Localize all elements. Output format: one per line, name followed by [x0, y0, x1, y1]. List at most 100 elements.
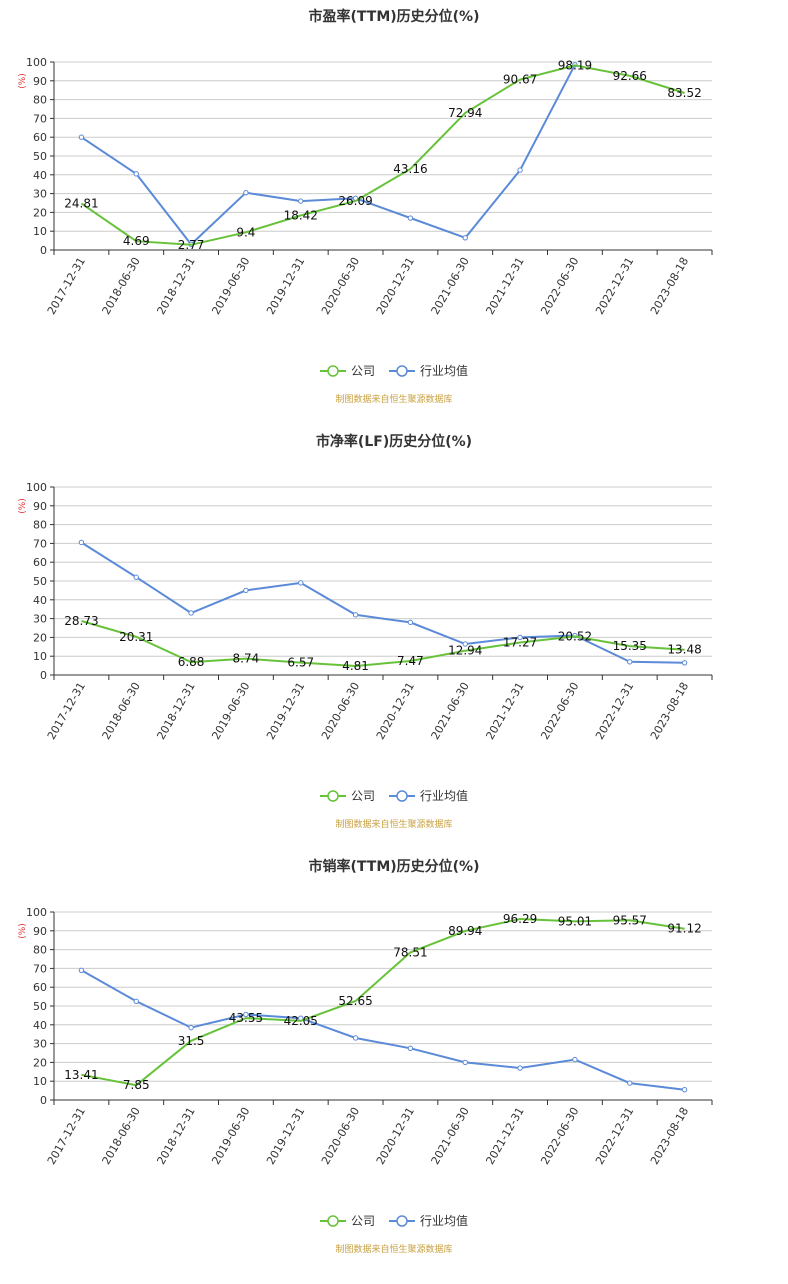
y-tick-label: 90	[33, 500, 47, 513]
legend-item-industry[interactable]: 行业均值	[389, 362, 468, 379]
y-tick-label: 100	[26, 481, 47, 494]
y-tick-label: 50	[33, 1000, 47, 1013]
y-tick-label: 40	[33, 1019, 47, 1032]
data-label: 98.19	[558, 58, 592, 72]
data-point	[517, 634, 523, 641]
chart-panel-ps: 市销率(TTM)历史分位(%) 0 10 20 30 40 50 60 70 80 90 100 (%…	[0, 850, 788, 1275]
x-tick-label: 2019-12-31	[264, 1105, 307, 1167]
data-point	[133, 574, 139, 580]
legend-item-industry[interactable]: 行业均值	[389, 787, 468, 804]
y-tick-label: 10	[33, 1075, 47, 1088]
x-tick-label: 2021-06-30	[429, 1105, 472, 1167]
x-tick-label: 2022-06-30	[538, 255, 581, 317]
y-tick-label: 20	[33, 1056, 47, 1069]
y-axis-label: (%)	[18, 73, 28, 89]
data-point	[681, 1086, 688, 1093]
data-point	[407, 619, 414, 626]
y-tick-label: 20	[33, 631, 47, 644]
x-tick-label: 2020-12-31	[374, 680, 417, 742]
data-label: 7.85	[123, 1078, 150, 1092]
legend-item-industry[interactable]: 行业均值	[389, 1212, 468, 1229]
data-label: 95.01	[558, 914, 592, 928]
data-point	[78, 967, 85, 973]
x-tick-label: 2019-12-31	[264, 255, 307, 317]
chart-title: 市销率(TTM)历史分位(%)	[308, 859, 480, 875]
data-label: 9.4	[236, 225, 255, 239]
legend-item-company[interactable]: 公司	[319, 787, 375, 804]
legend-label: 公司	[350, 789, 375, 803]
x-tick-label: 2018-12-31	[154, 255, 197, 317]
data-label: 31.5	[178, 1034, 205, 1048]
data-point	[78, 539, 85, 546]
x-tick-label: 2021-06-30	[429, 255, 472, 317]
data-point	[352, 1035, 359, 1041]
legend-item-company[interactable]: 公司	[319, 362, 375, 379]
chart-title: 市盈率(TTM)历史分位(%)	[308, 9, 480, 25]
data-point	[407, 1045, 414, 1052]
legend-line-icon	[319, 364, 346, 377]
data-label: 6.88	[178, 655, 205, 669]
x-tick-label: 2021-12-31	[483, 680, 526, 742]
data-label: 8.74	[233, 652, 260, 666]
data-label: 28.73	[64, 614, 98, 628]
y-tick-label: 70	[33, 962, 47, 975]
data-label: 95.57	[613, 913, 647, 927]
data-point	[298, 198, 304, 204]
chart-panel-pb: 市净率(LF)历史分位(%) 0 10 20 30 40 50 60 70 80 90 100 (%)…	[0, 425, 788, 850]
data-point	[407, 215, 414, 221]
legend-line-icon	[319, 1214, 346, 1227]
data-label: 4.69	[123, 234, 150, 248]
series-line-company	[80, 64, 685, 246]
y-tick-label: 60	[33, 556, 47, 569]
y-tick-label: 50	[33, 575, 47, 588]
legend: 公司 行业均值	[0, 787, 788, 804]
y-tick-label: 50	[33, 150, 47, 163]
y-tick-label: 10	[33, 650, 47, 663]
x-tick-label: 2019-06-30	[209, 1105, 252, 1167]
series-line-company	[81, 620, 685, 668]
x-tick-label: 2022-12-31	[593, 1105, 636, 1167]
data-label: 6.57	[287, 656, 314, 670]
legend-line-icon	[319, 789, 346, 802]
y-tick-label: 80	[33, 94, 47, 107]
y-tick-label: 10	[33, 225, 47, 238]
series-line-industry	[80, 969, 685, 1091]
data-point	[627, 1080, 633, 1086]
x-tick-label: 2021-12-31	[483, 1105, 526, 1167]
x-tick-label: 2017-12-31	[45, 1105, 88, 1167]
legend-item-company[interactable]: 公司	[319, 1212, 375, 1229]
data-label: 52.65	[338, 994, 372, 1008]
x-tick-label: 2018-12-31	[154, 1105, 197, 1167]
y-tick-label: 100	[26, 906, 47, 919]
x-tick-label: 2018-06-30	[100, 255, 143, 317]
legend-label: 行业均值	[420, 1214, 469, 1228]
y-tick-label: 60	[33, 131, 47, 144]
data-label: 91.12	[667, 922, 701, 936]
x-tick-label: 2018-12-31	[154, 680, 197, 742]
data-label: 26.09	[338, 194, 372, 208]
x-tick-label: 2017-12-31	[45, 680, 88, 742]
data-point	[517, 1065, 523, 1071]
data-source-note: 制图数据来自恒生聚源数据库	[335, 820, 453, 830]
y-tick-label: 30	[33, 1038, 47, 1051]
y-tick-label: 80	[33, 519, 47, 532]
data-point	[572, 1056, 578, 1063]
data-point	[462, 235, 468, 241]
data-label: 43.16	[393, 162, 427, 176]
series-line-industry	[80, 64, 576, 246]
data-point	[188, 610, 194, 616]
x-tick-label: 2020-12-31	[374, 1105, 417, 1167]
legend-line-icon	[389, 1214, 415, 1227]
data-source-note: 制图数据来自恒生聚源数据库	[335, 395, 453, 405]
data-point	[188, 1024, 194, 1031]
y-tick-label: 30	[33, 188, 47, 201]
x-tick-label: 2020-06-30	[319, 1105, 362, 1167]
data-point	[243, 189, 249, 196]
legend-line-icon	[389, 364, 415, 377]
data-label: 4.81	[342, 659, 369, 673]
chart-svg-pe: 0 10 20 30 40 50 60 70 80 90 100 (%) 2017-12-31 2018-…	[18, 56, 713, 317]
chart-svg-pb: 0 10 20 30 40 50 60 70 80 90 100 (%) 2017-12-31 2018-…	[18, 481, 713, 742]
legend-label: 公司	[350, 364, 375, 378]
series-line-industry	[80, 541, 685, 664]
y-tick-label: 90	[33, 925, 47, 938]
